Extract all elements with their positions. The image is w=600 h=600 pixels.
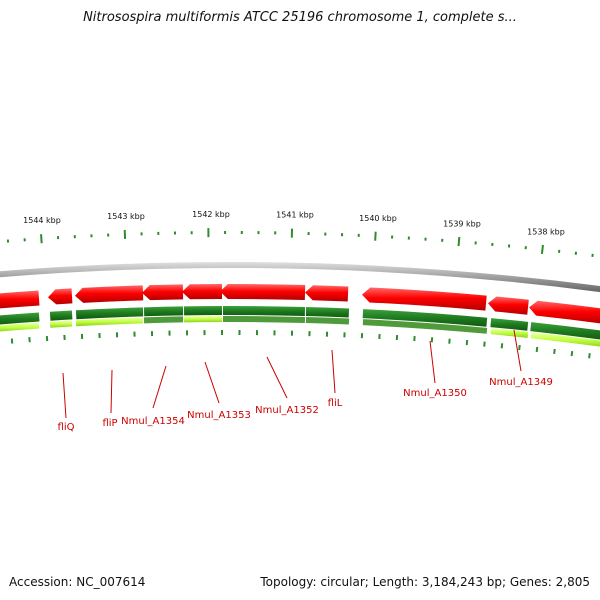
leader-line bbox=[110, 369, 113, 414]
secondary-band bbox=[305, 317, 350, 325]
cds-band[interactable] bbox=[362, 309, 488, 327]
map-title: Nitrosospira multiformis ATCC 25196 chro… bbox=[83, 10, 517, 25]
secondary-band bbox=[490, 328, 529, 338]
tick-label: 1539 kbp bbox=[443, 219, 481, 228]
gene-arrow[interactable] bbox=[181, 284, 223, 300]
leader-line bbox=[331, 349, 336, 394]
cds-band[interactable] bbox=[183, 306, 223, 316]
leader-line bbox=[429, 340, 436, 384]
topology-text: Topology: circular; Length: 3,184,243 bp… bbox=[260, 575, 590, 589]
secondary-band bbox=[49, 320, 73, 328]
gene-label[interactable]: Nmul_A1353 bbox=[187, 410, 251, 421]
major-tick bbox=[40, 234, 43, 244]
gene-label[interactable]: Nmul_A1352 bbox=[255, 405, 319, 416]
cds-band[interactable] bbox=[490, 318, 529, 331]
tick-label: 1543 kbp bbox=[107, 212, 145, 221]
secondary-band bbox=[143, 316, 184, 324]
gene-label[interactable]: fliL bbox=[328, 398, 343, 409]
gene-arrow[interactable] bbox=[0, 290, 40, 309]
minor-tick bbox=[518, 344, 521, 351]
secondary-band bbox=[362, 319, 488, 334]
cds-band[interactable] bbox=[530, 322, 600, 341]
secondary-band bbox=[0, 322, 40, 332]
accession-text: Accession: NC_007614 bbox=[9, 575, 146, 589]
secondary-band bbox=[75, 317, 144, 327]
gene-label[interactable]: fliQ bbox=[58, 422, 75, 433]
leader-line bbox=[204, 361, 220, 404]
minor-tick bbox=[535, 346, 539, 353]
gene-label[interactable]: Nmul_A1354 bbox=[121, 416, 185, 427]
minor-tick bbox=[588, 353, 591, 359]
cds-band[interactable] bbox=[49, 310, 73, 321]
backbone-track bbox=[0, 262, 600, 293]
leader-line bbox=[513, 329, 522, 372]
major-tick bbox=[540, 244, 544, 255]
tick-label: 1541 kbp bbox=[276, 211, 314, 220]
gene-arrow[interactable] bbox=[74, 285, 144, 303]
cds-band[interactable] bbox=[0, 312, 40, 325]
leader-line bbox=[62, 372, 67, 419]
leader-line bbox=[152, 365, 167, 409]
gene-arrow[interactable] bbox=[141, 284, 184, 301]
gene-arrow[interactable] bbox=[219, 284, 306, 300]
cds-band[interactable] bbox=[75, 307, 144, 320]
secondary-band bbox=[222, 315, 306, 324]
gene-arrow[interactable] bbox=[362, 287, 487, 311]
minor-tick bbox=[553, 348, 556, 355]
gene-label[interactable]: Nmul_A1349 bbox=[489, 377, 553, 388]
leader-line bbox=[266, 356, 288, 399]
tick-label: 1538 kbp bbox=[527, 227, 565, 236]
gene-label[interactable]: Nmul_A1350 bbox=[403, 388, 467, 399]
gene-arrow[interactable] bbox=[488, 296, 529, 315]
gene-arrow[interactable] bbox=[529, 300, 600, 325]
minor-tick bbox=[570, 350, 574, 357]
cds-band[interactable] bbox=[222, 306, 306, 316]
secondary-band bbox=[183, 316, 223, 323]
gene-label[interactable]: fliP bbox=[102, 418, 117, 429]
tick-label: 1540 kbp bbox=[359, 214, 397, 223]
cds-band[interactable] bbox=[143, 306, 184, 317]
major-tick bbox=[457, 237, 461, 247]
tick-label: 1544 kbp bbox=[23, 216, 61, 225]
secondary-band bbox=[530, 332, 600, 347]
gene-arrow[interactable] bbox=[305, 285, 349, 302]
gene-arrow[interactable] bbox=[47, 288, 73, 305]
tick-label: 1542 kbp bbox=[192, 210, 230, 219]
cds-band[interactable] bbox=[305, 307, 350, 318]
